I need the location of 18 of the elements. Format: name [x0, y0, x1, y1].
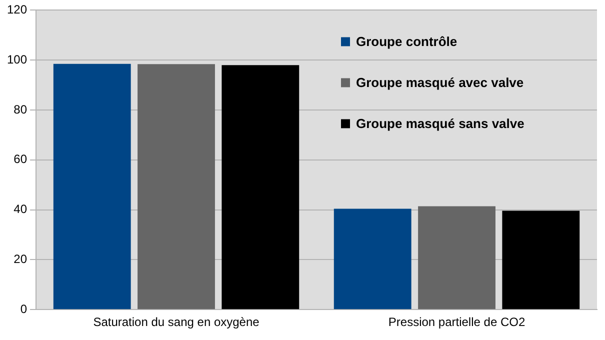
x-tick-label: Saturation du sang en oxygène — [93, 315, 260, 330]
y-tick-label: 120 — [6, 2, 28, 17]
y-tick-label: 40 — [14, 202, 28, 216]
bar — [138, 64, 215, 310]
bar — [502, 210, 580, 310]
y-tick-label: 100 — [6, 52, 28, 66]
bar — [418, 206, 496, 310]
y-tick-label: 0 — [20, 302, 28, 316]
y-tick-label: 20 — [14, 252, 28, 266]
y-tick-label: 80 — [14, 102, 28, 116]
x-tick-label: Pression partielle de CO2 — [388, 315, 526, 330]
legend-label: Groupe masqué avec valve — [356, 74, 524, 90]
bar — [53, 64, 131, 310]
y-tick-label: 60 — [14, 152, 28, 166]
legend-label: Groupe masqué sans valve — [356, 116, 524, 131]
legend-label: Groupe contrôle — [356, 34, 458, 49]
bar — [222, 65, 300, 310]
bar — [334, 208, 412, 310]
